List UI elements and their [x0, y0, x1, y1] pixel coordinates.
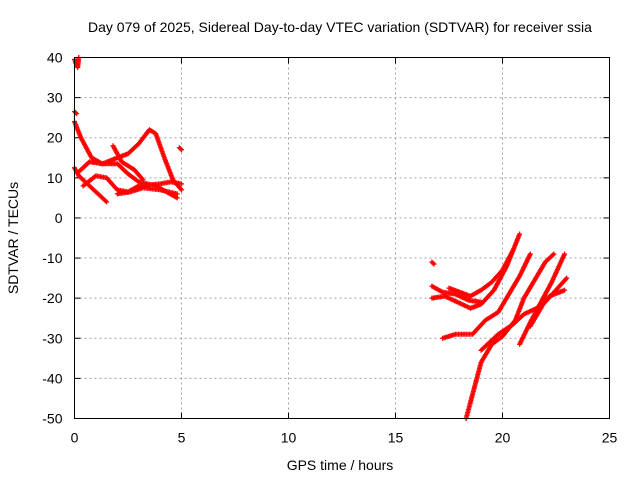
data-point: [140, 177, 146, 183]
y-tick-label: -30: [42, 330, 62, 346]
series-track-b9: [446, 247, 516, 299]
series-track-a6: [80, 173, 184, 195]
x-tick-label: 25: [602, 430, 618, 446]
x-axis-label: GPS time / hours: [287, 457, 394, 473]
x-tick-label: 0: [71, 430, 79, 446]
data-point: [564, 275, 570, 281]
y-tick-label: 30: [47, 90, 63, 106]
series-track-b1: [429, 259, 437, 267]
data-point: [510, 247, 516, 253]
series-track-a8: [110, 143, 146, 183]
data-point: [551, 251, 557, 257]
series-track-b4: [440, 251, 533, 341]
series-track-b8: [527, 275, 570, 329]
x-tick-label: 15: [388, 430, 404, 446]
data-point: [179, 147, 184, 153]
series-track-a9: [176, 145, 184, 153]
data-point: [431, 261, 437, 267]
data-point: [562, 287, 568, 293]
data-point: [527, 251, 533, 257]
y-tick-label: 20: [47, 130, 63, 146]
y-tick-labels: -50 -40 -30 -20 -10 0 10 20 30 40: [42, 50, 62, 427]
y-tick-label: 40: [47, 50, 63, 66]
x-tick-label: 5: [178, 430, 186, 446]
series-track-b5: [463, 251, 557, 421]
x-tick-label: 10: [281, 430, 297, 446]
data-point: [174, 191, 180, 197]
x-tick-label: 20: [495, 430, 511, 446]
series-track-a7: [114, 185, 180, 197]
data-point: [179, 181, 184, 187]
chart-title: Day 079 of 2025, Sidereal Day-to-day VTE…: [88, 19, 592, 35]
data-point: [104, 199, 110, 205]
y-tick-label: -40: [42, 370, 62, 386]
y-tick-label: -10: [42, 250, 62, 266]
y-tick-label: -50: [42, 411, 62, 427]
data-points: [72, 55, 570, 421]
y-tick-label: 10: [47, 170, 63, 186]
data-point: [179, 187, 184, 193]
x-tick-labels: 0 5 10 15 20 25: [71, 430, 618, 446]
y-tick-label: 0: [55, 210, 63, 226]
y-axis-label: SDTVAR / TECUs: [5, 182, 21, 294]
data-point: [517, 231, 523, 237]
plot-frame: [74, 57, 610, 419]
data-point: [562, 251, 568, 257]
y-tick-label: -20: [42, 290, 62, 306]
